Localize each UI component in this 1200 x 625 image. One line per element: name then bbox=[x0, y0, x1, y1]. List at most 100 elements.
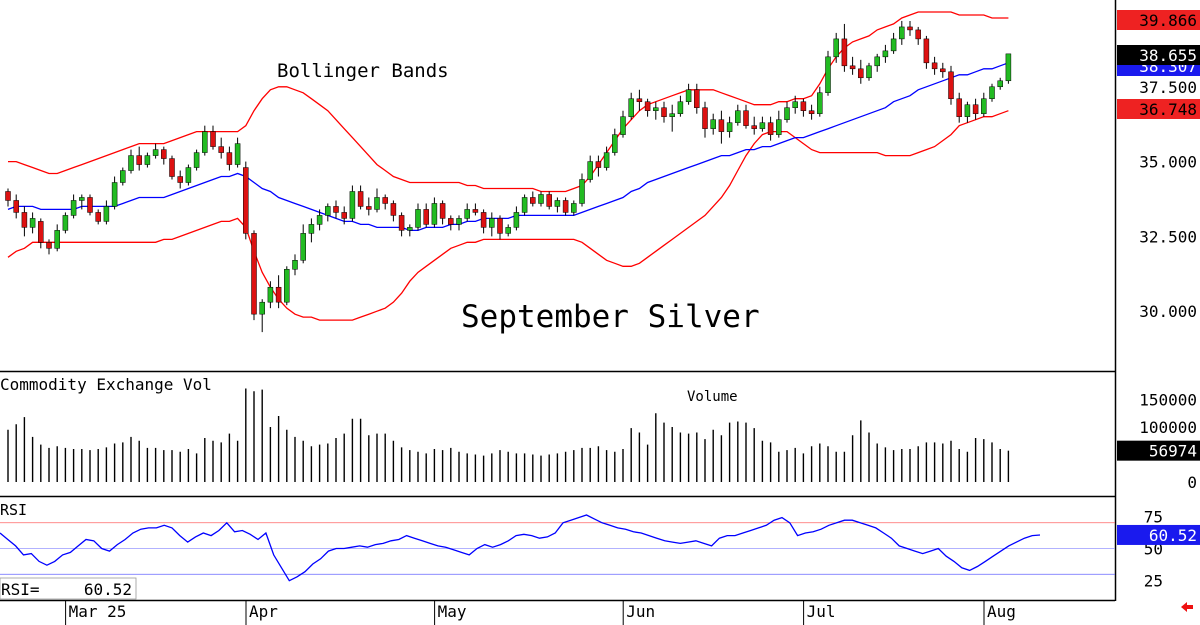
candle bbox=[300, 224, 306, 264]
candle bbox=[817, 86, 823, 117]
price-axis-ticks: 30.000 32.500 35.000 37.500 bbox=[1139, 78, 1197, 321]
candle bbox=[497, 215, 503, 240]
rsi-readout-box bbox=[0, 577, 137, 600]
candle bbox=[702, 101, 708, 138]
candle bbox=[70, 194, 77, 219]
candle bbox=[390, 200, 397, 222]
candle bbox=[456, 215, 462, 231]
candle bbox=[251, 230, 257, 321]
candle bbox=[341, 206, 347, 225]
candle bbox=[366, 197, 372, 216]
candle bbox=[210, 125, 216, 150]
candle bbox=[398, 212, 405, 237]
rsi-last-tag: 60.52 bbox=[1117, 524, 1200, 545]
candle bbox=[694, 83, 700, 114]
candle bbox=[120, 167, 126, 186]
candle bbox=[472, 203, 479, 216]
x-axis-label: Apr bbox=[249, 602, 278, 621]
x-axis-label: May bbox=[438, 602, 467, 621]
candle bbox=[464, 203, 470, 222]
candle bbox=[661, 101, 667, 123]
scroll-left-arrow-icon[interactable] bbox=[1180, 600, 1194, 614]
rsi-readout-label: RSI= bbox=[1, 580, 40, 599]
candle bbox=[677, 95, 684, 117]
rsi-tick-label: 25 bbox=[1144, 572, 1163, 591]
chart-title: September Silver bbox=[461, 299, 760, 335]
candle bbox=[382, 194, 388, 210]
candle bbox=[751, 116, 757, 135]
rsi-panel-title: RSI bbox=[0, 501, 27, 519]
candle bbox=[185, 164, 192, 186]
candle bbox=[931, 56, 938, 75]
svg-text:38.655: 38.655 bbox=[1139, 46, 1197, 65]
candle bbox=[29, 212, 36, 234]
candle bbox=[948, 65, 954, 105]
candle bbox=[620, 110, 626, 138]
candle bbox=[776, 110, 782, 138]
volume-annotation: Volume bbox=[687, 389, 738, 405]
candle bbox=[964, 101, 971, 123]
candle bbox=[46, 239, 52, 255]
x-axis-label: Jun bbox=[626, 602, 655, 621]
candle bbox=[612, 128, 618, 156]
candle bbox=[103, 200, 110, 225]
candle bbox=[685, 83, 692, 105]
candle bbox=[587, 155, 593, 183]
candle bbox=[407, 224, 413, 237]
price-tag: 38.655 bbox=[1117, 45, 1200, 65]
rsi-tick-label: 75 bbox=[1144, 507, 1163, 526]
candle bbox=[628, 92, 634, 120]
candle bbox=[571, 200, 577, 216]
candle bbox=[161, 146, 167, 165]
candle bbox=[267, 281, 274, 309]
candle bbox=[858, 59, 864, 84]
price-tag: 39.866 bbox=[1117, 10, 1200, 30]
candle bbox=[316, 209, 323, 231]
candle bbox=[735, 104, 741, 126]
candle bbox=[841, 23, 848, 72]
candle bbox=[374, 188, 380, 213]
candle bbox=[193, 149, 200, 171]
candle bbox=[915, 26, 921, 45]
candle bbox=[956, 92, 962, 123]
candle bbox=[800, 98, 807, 117]
volume-tick-label: 100000 bbox=[1139, 418, 1197, 437]
candle bbox=[54, 224, 60, 252]
candle bbox=[169, 155, 175, 180]
candle bbox=[784, 101, 790, 123]
candle bbox=[636, 89, 643, 111]
candle bbox=[825, 50, 831, 96]
candle bbox=[521, 194, 528, 216]
candle bbox=[562, 197, 569, 216]
candle bbox=[767, 116, 774, 141]
candle bbox=[415, 203, 421, 231]
svg-text:60.52: 60.52 bbox=[1149, 526, 1197, 545]
volume-panel: Commodity Exchange Vol Volume 0500001000… bbox=[0, 375, 1200, 492]
candle bbox=[177, 170, 183, 189]
candle bbox=[890, 32, 897, 54]
candle bbox=[275, 275, 282, 309]
candle bbox=[357, 185, 364, 210]
candle bbox=[202, 125, 208, 156]
candle bbox=[653, 101, 659, 120]
candle bbox=[669, 104, 675, 132]
candle bbox=[95, 209, 101, 225]
price-tick-label: 37.500 bbox=[1139, 78, 1197, 97]
svg-text:56974: 56974 bbox=[1149, 442, 1197, 461]
candle bbox=[13, 194, 19, 219]
x-axis-label: Jul bbox=[807, 602, 836, 621]
price-tick-label: 35.000 bbox=[1139, 153, 1197, 172]
volume-last-tag: 56974 bbox=[1117, 440, 1200, 461]
candle bbox=[284, 266, 290, 306]
upper-bollinger-band bbox=[8, 11, 1009, 193]
candle bbox=[431, 197, 438, 228]
candle bbox=[530, 191, 536, 207]
candle bbox=[448, 215, 454, 231]
candle bbox=[292, 254, 298, 276]
middle-bollinger-band bbox=[7, 62, 1009, 232]
x-axis: Mar 25 Apr May Jun Jul Aug bbox=[65, 600, 1016, 625]
panel-frames bbox=[0, 0, 1117, 602]
